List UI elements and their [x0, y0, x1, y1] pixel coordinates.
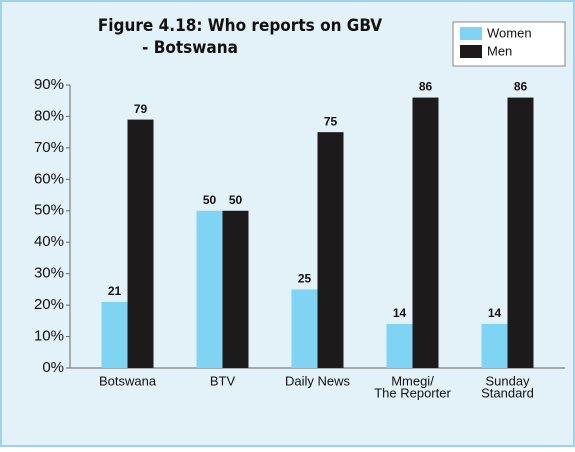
bar — [127, 119, 154, 368]
bar — [386, 323, 413, 368]
bar — [291, 289, 318, 368]
y-tick-label: 50% — [34, 202, 64, 219]
bar — [196, 210, 223, 368]
legend-label: Men — [487, 43, 512, 58]
bar — [222, 210, 249, 368]
value-label: 14 — [393, 306, 407, 320]
legend-swatch — [460, 27, 482, 40]
y-tick-label: 20% — [34, 296, 64, 313]
y-tick-label: 90% — [34, 76, 64, 93]
value-label: 86 — [514, 80, 528, 94]
value-label: 86 — [419, 80, 433, 94]
y-tick-label: 30% — [34, 265, 64, 282]
y-tick-label: 60% — [34, 170, 64, 187]
bar — [101, 301, 128, 368]
bar — [507, 97, 534, 369]
x-tick-label: Mmegi/ — [391, 373, 434, 388]
y-tick-label: 40% — [34, 233, 64, 250]
value-label: 21 — [108, 284, 122, 298]
value-label: 50 — [229, 193, 243, 207]
bar — [481, 323, 508, 368]
bar — [317, 132, 344, 368]
chart-title: - Botswana — [142, 38, 238, 58]
value-label: 50 — [203, 193, 217, 207]
y-tick-label: 70% — [34, 139, 64, 156]
bar — [412, 97, 439, 369]
y-tick-label: 0% — [42, 359, 64, 376]
x-tick-label: The Reporter — [374, 385, 451, 400]
value-label: 75 — [324, 114, 338, 128]
x-tick-label: Botswana — [99, 373, 157, 388]
x-tick-label: Daily News — [285, 373, 351, 388]
legend-label: Women — [487, 25, 532, 40]
value-label: 14 — [488, 306, 502, 320]
value-label: 79 — [134, 102, 148, 116]
x-tick-label: BTV — [210, 373, 236, 388]
x-tick-label: Standard — [481, 385, 534, 400]
y-tick-label: 10% — [34, 328, 64, 345]
y-tick-label: 80% — [34, 107, 64, 124]
value-label: 25 — [298, 272, 312, 286]
legend-swatch — [460, 45, 482, 58]
chart-title: Figure 4.18: Who reports on GBV — [98, 16, 382, 36]
x-tick-label: Sunday — [485, 373, 530, 388]
